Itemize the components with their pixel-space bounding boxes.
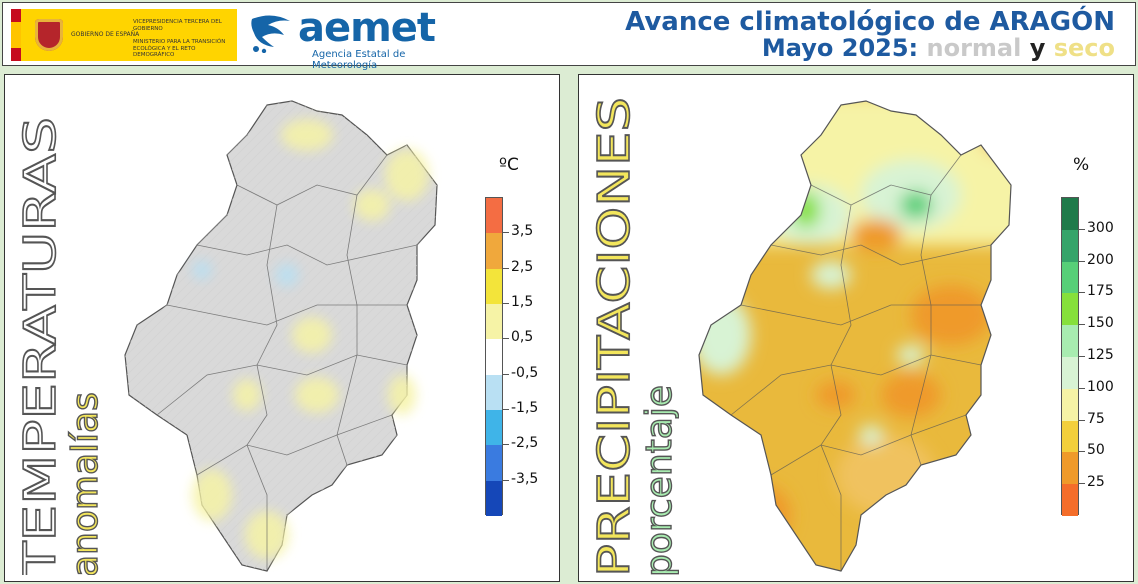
precipitation-legend-label: 150: [1087, 315, 1114, 332]
coat-of-arms-icon: [35, 19, 63, 51]
precipitation-legend-tick: [1079, 419, 1085, 421]
precipitation-legend-tick: [1079, 228, 1085, 230]
precipitation-legend-swatch: [1062, 293, 1078, 326]
title-y: y: [1029, 34, 1046, 62]
precipitation-legend-label: 75: [1087, 410, 1105, 427]
government-name: GOBIERNO DE ESPAÑA: [71, 31, 140, 38]
precipitation-subtitle: porcentaje: [639, 385, 679, 575]
temperature-legend-tick: [503, 373, 509, 375]
temperature-legend-label: 3,5: [511, 223, 534, 240]
temperature-legend-tick: [503, 338, 509, 340]
precipitation-legend-swatch: [1062, 420, 1078, 453]
title-seco: seco: [1053, 34, 1115, 62]
precipitation-colorbar: [1061, 197, 1079, 516]
temperature-legend-tick: [503, 267, 509, 269]
temperature-legend: ºC 3,5 2,5 1,5 0,5 -0,5 -1,5 -2,5 -3,5: [485, 155, 555, 516]
precipitation-legend-label: 125: [1087, 347, 1114, 363]
precipitation-legend-swatch: [1062, 452, 1078, 485]
temperature-panel: TEMPERATURAS anomalías: [4, 74, 560, 582]
government-logo: GOBIERNO DE ESPAÑA VICEPRESIDENCIA TERCE…: [11, 9, 237, 61]
temperature-legend-tick: [503, 303, 509, 304]
temperature-legend-swatch: [486, 268, 502, 304]
precipitation-vertical-title: PRECIPITACIONES porcentaje: [588, 96, 679, 575]
title-prefix: Avance climatológico de: [625, 7, 990, 37]
precipitation-legend-swatch: [1062, 388, 1078, 421]
precipitation-legend-label: 175: [1087, 283, 1114, 300]
spain-flag-icon: [11, 9, 21, 61]
temperature-title: TEMPERATURAS: [15, 117, 66, 575]
aemet-subtitle: Agencia Estatal de Meteorología: [312, 49, 406, 71]
precipitation-legend-label: 200: [1087, 251, 1114, 268]
title-period: Mayo 2025:: [761, 34, 927, 62]
temperature-legend-swatch: [486, 409, 502, 446]
temperature-legend-swatch: [486, 480, 502, 516]
temperature-legend-swatch: [486, 303, 502, 340]
temperature-legend-tick: [503, 444, 509, 446]
precipitation-legend-tick: [1079, 387, 1085, 389]
aemet-swirl-icon: [251, 15, 290, 53]
precipitation-legend-tick: [1079, 260, 1085, 262]
title-normal: normal: [926, 34, 1022, 62]
title-region: ARAGÓN: [989, 7, 1115, 37]
temperature-legend-label: -3,5: [511, 470, 539, 487]
temperature-legend-tick: [503, 479, 509, 481]
header-banner: GOBIERNO DE ESPAÑA VICEPRESIDENCIA TERCE…: [2, 2, 1136, 71]
vicepresidency-text: VICEPRESIDENCIA TERCERA DEL GOBIERNO: [133, 19, 222, 32]
precipitation-legend: % 300 200 175 150 125 100 75 50 25: [1061, 155, 1131, 516]
precipitation-unit: %: [1073, 155, 1090, 175]
temperature-legend-label: 2,5: [511, 258, 534, 275]
precipitation-percentage-map: [698, 100, 1012, 572]
precipitation-legend-swatch: [1062, 325, 1078, 357]
precipitation-legend-swatch: [1062, 356, 1078, 389]
temperature-colorbar: [485, 197, 503, 516]
precipitation-legend-tick: [1079, 324, 1085, 326]
temperature-legend-label: 0,5: [511, 329, 534, 346]
aemet-wordmark: aemet: [298, 5, 436, 51]
report-title: Avance climatológico de ARAGÓN Mayo 2025…: [625, 9, 1115, 61]
temperature-legend-tick: [503, 232, 509, 234]
temperature-legend-tick: [503, 409, 509, 410]
ministry-text: MINISTERIO PARA LA TRANSICIÓN ECOLÓGICA …: [133, 39, 226, 58]
temperature-legend-swatch: [486, 339, 502, 375]
temperature-legend-label: -1,5: [511, 400, 539, 416]
temperature-legend-swatch: [486, 374, 502, 410]
temperature-anomaly-map: [124, 100, 438, 572]
precipitation-legend-swatch: [1062, 261, 1078, 294]
temperature-vertical-title: TEMPERATURAS anomalías: [14, 116, 105, 575]
temperature-legend-swatch: [486, 445, 502, 481]
temperature-unit: ºC: [499, 155, 519, 175]
precipitation-panel: PRECIPITACIONES porcentaje: [578, 74, 1134, 582]
precipitation-legend-tick: [1079, 483, 1085, 485]
precipitation-legend-swatch: [1062, 198, 1078, 230]
temperature-legend-swatch: [486, 198, 502, 234]
temperature-legend-swatch: [486, 233, 502, 269]
precipitation-legend-label: 300: [1087, 219, 1114, 236]
temperature-subtitle: anomalías: [65, 392, 105, 575]
temperature-legend-label: -2,5: [511, 435, 539, 452]
precipitation-legend-swatch: [1062, 484, 1078, 516]
temperature-legend-label: -0,5: [511, 364, 539, 381]
precipitation-title: PRECIPITACIONES: [589, 97, 640, 575]
temperature-legend-label: 1,5: [511, 294, 534, 310]
precipitation-legend-label: 100: [1087, 378, 1114, 395]
aemet-logo: aemet Agencia Estatal de Meteorología: [248, 5, 458, 71]
precipitation-legend-label: 25: [1087, 474, 1105, 491]
precipitation-legend-tick: [1079, 451, 1085, 453]
precipitation-legend-tick: [1079, 356, 1085, 357]
precipitation-legend-swatch: [1062, 229, 1078, 262]
precipitation-legend-label: 50: [1087, 442, 1105, 459]
precipitation-legend-tick: [1079, 292, 1085, 294]
